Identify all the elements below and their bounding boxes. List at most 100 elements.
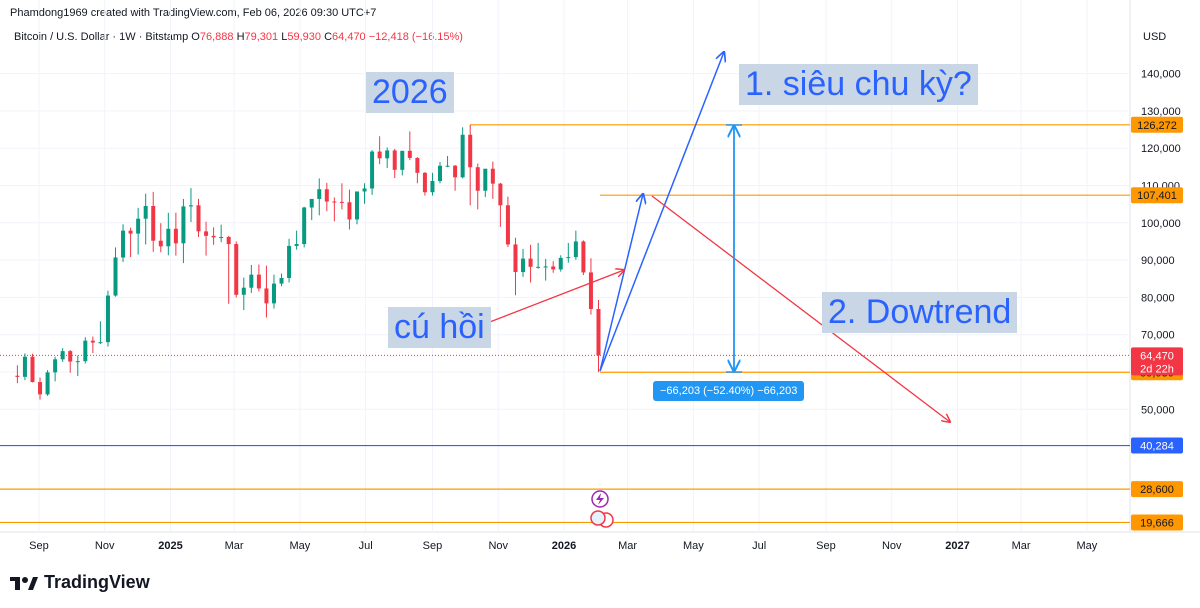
scenario-downtrend-label[interactable]: 2. Dowtrend (822, 292, 1018, 333)
event-lightning-glyph (596, 493, 604, 505)
candle-body (188, 205, 193, 207)
y-tick-label: 50,000 (1141, 404, 1175, 416)
currency-label[interactable]: USD (1143, 31, 1167, 43)
candle-body (68, 351, 73, 362)
candle-body (287, 245, 292, 279)
chart-attribution: Phamdong1969 created with TradingView.co… (10, 7, 377, 19)
scenario-supercycle-label[interactable]: 1. siêu chu kỳ? (739, 64, 978, 105)
candle-body (460, 134, 465, 178)
level-price-label: 28,600 (1140, 484, 1174, 496)
y-tick-label: 90,000 (1141, 255, 1175, 267)
candle-body (22, 356, 27, 377)
candle-body (347, 202, 352, 220)
candle-body (505, 205, 510, 245)
candle-body (438, 165, 443, 182)
time-axis[interactable]: Sep Nov 2025 Mar May Jul Sep Nov 2026 Mar May Jul Se… (29, 540, 1098, 552)
close-label: C (324, 31, 333, 43)
candle-body (30, 356, 35, 383)
level-price-tag (1131, 187, 1183, 204)
x-tick-label: Nov (488, 540, 508, 552)
candle-body (475, 167, 480, 191)
last-price-label: 64,470 (1140, 350, 1174, 362)
candle-body (490, 168, 495, 184)
candle-body (256, 274, 261, 289)
event-icons[interactable] (590, 490, 614, 528)
candle-body (430, 181, 435, 193)
candle-body (566, 257, 571, 259)
x-tick-label: 2025 (158, 540, 182, 552)
candle-body (317, 189, 322, 199)
candle-body (362, 188, 367, 192)
economic-event-flag-icon-2[interactable] (590, 510, 606, 526)
high-value: 79,301 (244, 31, 279, 43)
candle-body (249, 274, 254, 288)
candle-body (151, 206, 156, 241)
close-value: 64,470 (332, 31, 366, 43)
candle-body (45, 372, 50, 395)
x-tick-label: 2027 (945, 540, 969, 552)
candle-body (121, 230, 126, 258)
level-price-label: 126,272 (1137, 120, 1177, 132)
x-tick-label: Mar (225, 540, 244, 552)
low-value: 59,930 (287, 31, 322, 43)
candle-body (596, 309, 601, 356)
candle-body (53, 359, 58, 373)
tradingview-brand: TradingView (44, 572, 150, 592)
level-price-tag (1131, 481, 1183, 498)
candle-body (573, 241, 578, 258)
candle-body (483, 168, 488, 191)
candle-body (181, 206, 186, 244)
x-tick-label: Sep (423, 540, 443, 552)
candle-body (407, 150, 412, 158)
y-tick-label: 130,000 (1141, 106, 1181, 118)
candle-body (354, 191, 359, 220)
candle-body (143, 206, 148, 219)
candle-body (400, 150, 405, 170)
open-value: 76,888 (199, 31, 234, 43)
candle-body (445, 165, 450, 167)
candle-body (234, 244, 239, 295)
open-label: O (191, 31, 200, 43)
candle-body (75, 361, 80, 363)
bounce-blue-arrow[interactable] (599, 194, 643, 372)
x-tick-label: May (1076, 540, 1097, 552)
candle-body (543, 266, 548, 268)
candle-body (219, 236, 224, 238)
supercycle-arrow[interactable] (599, 52, 724, 372)
price-labels: 50,00060,00070,00080,00090,000100,000110… (1131, 69, 1183, 531)
x-tick-label: Mar (1012, 540, 1031, 552)
downtrend-arrow[interactable] (651, 195, 950, 422)
candle-body (113, 257, 118, 296)
candle-body (513, 244, 518, 273)
x-tick-label: Mar (618, 540, 637, 552)
bounce-red-arrow[interactable] (481, 270, 624, 326)
bounce-label[interactable]: cú hồi (388, 307, 491, 348)
symbol-title[interactable]: Bitcoin / U.S. Dollar · 1W · Bitstamp (14, 31, 189, 43)
drawings[interactable] (481, 52, 950, 422)
level-price-label: 107,401 (1137, 190, 1177, 202)
candle-body (211, 235, 216, 238)
level-price-tag (1131, 514, 1183, 531)
candle-body (498, 183, 503, 206)
y-tick-label: 70,000 (1141, 330, 1175, 342)
candle-body (226, 236, 231, 245)
candle-body (241, 287, 246, 295)
candle-body (15, 375, 20, 377)
candle-body (204, 231, 209, 236)
candle-body (453, 165, 458, 178)
x-tick-label: Sep (29, 540, 49, 552)
candle-body (588, 272, 593, 309)
x-tick-label: 2026 (552, 540, 576, 552)
candle-body (173, 228, 178, 244)
y-tick-label: 80,000 (1141, 292, 1175, 304)
tradingview-logo[interactable]: TradingView (10, 572, 150, 593)
x-tick-label: Sep (816, 540, 836, 552)
candle-body (90, 340, 95, 343)
candle-body (264, 288, 269, 304)
low-label: L (281, 31, 288, 43)
year-annotation[interactable]: 2026 (366, 72, 454, 113)
candle-body (196, 205, 201, 232)
candle-body (128, 230, 133, 234)
horizontal-levels[interactable] (0, 124, 1130, 524)
